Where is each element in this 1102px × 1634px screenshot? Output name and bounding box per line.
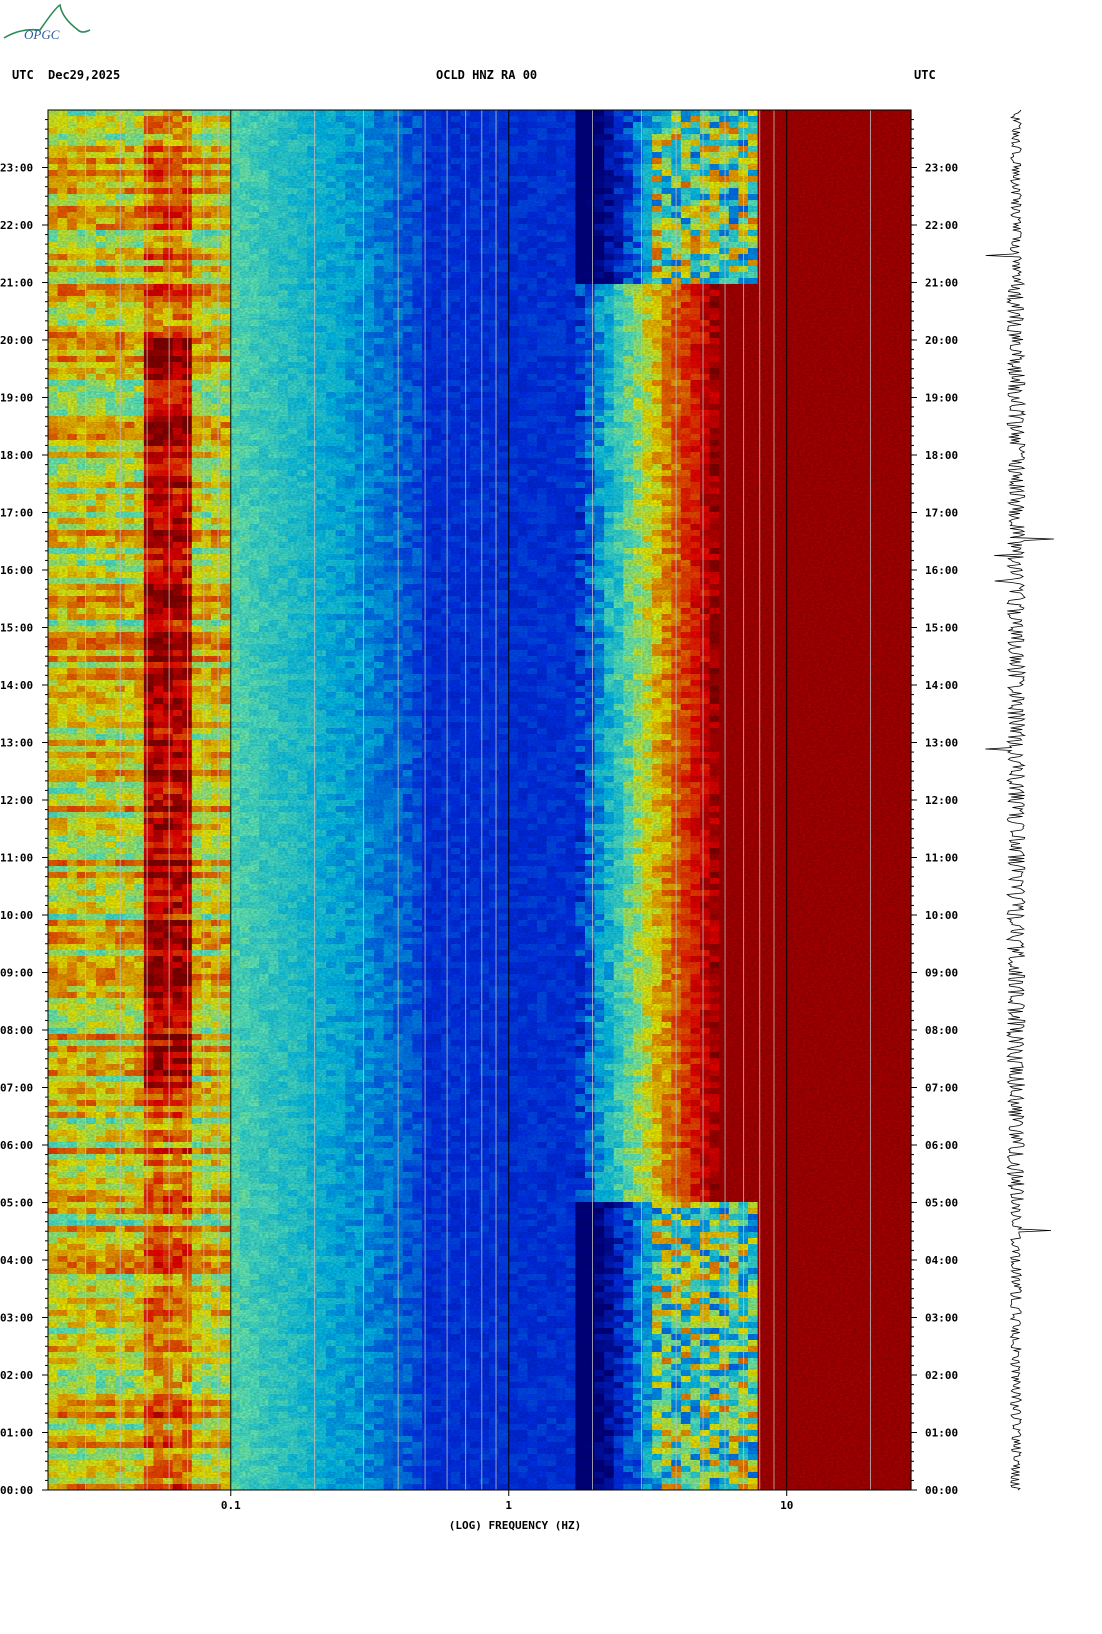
- header-station: OCLD HNZ RA 00: [436, 68, 537, 82]
- logo-text: OPGC: [24, 27, 60, 42]
- opgc-logo: OPGC: [3, 3, 91, 42]
- logo-swoosh: [3, 3, 91, 39]
- header-date: Dec29,2025: [48, 68, 120, 82]
- header-left-tz: UTC: [12, 68, 34, 82]
- header-right-tz: UTC: [914, 68, 936, 82]
